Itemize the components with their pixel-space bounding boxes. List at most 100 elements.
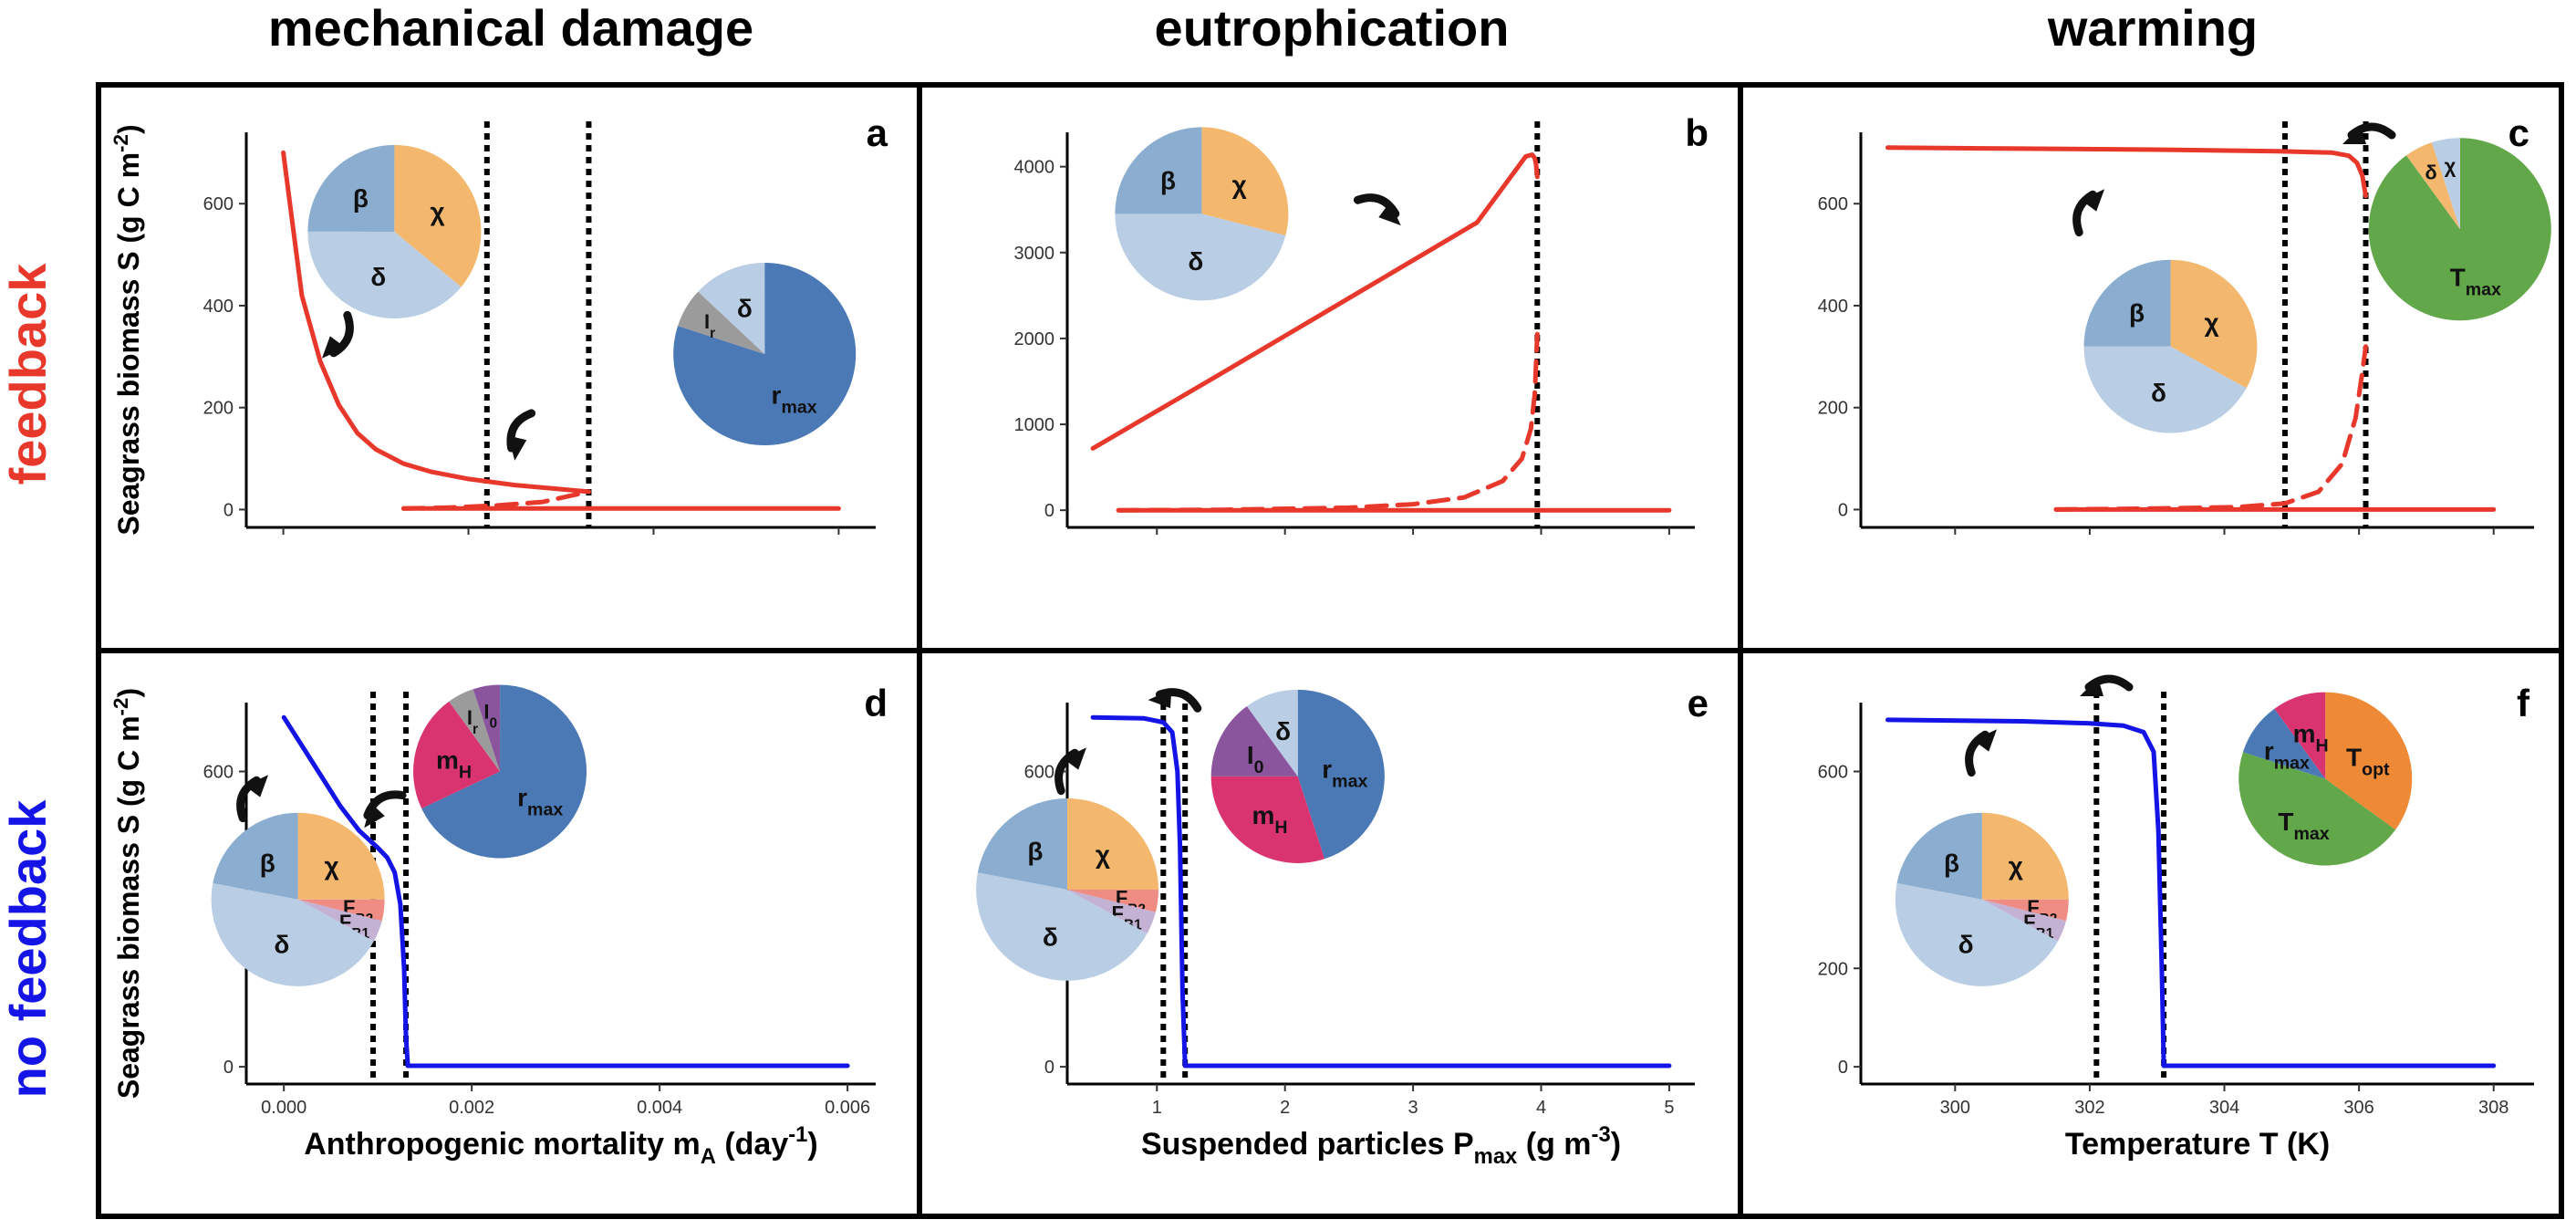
pie-label: χ [2009, 852, 2023, 881]
x-tick-label: 308 [2478, 1098, 2508, 1118]
pie-label: mH [1252, 801, 1287, 838]
x-axis-label: Suspended particles Pmax (g m-3) [1141, 1122, 1621, 1169]
biomass-line [1885, 717, 2166, 1068]
pie-slice-i0 [1210, 706, 1298, 777]
pie-slice-topt [2325, 692, 2413, 830]
pie-slice- [976, 872, 1148, 981]
pie-label: β [1944, 849, 1959, 877]
panel-letter: c [2508, 111, 2529, 154]
pie-label: β [260, 849, 275, 877]
x-tick-label: 302 [2074, 1098, 2104, 1118]
pie-slice- [1896, 812, 1982, 900]
pie-label: χ [1096, 840, 1110, 869]
pie-label: δ [370, 263, 386, 291]
pie-label: Tmax [2450, 263, 2501, 299]
column-title-eutrophication: eutrophication [1155, 0, 1510, 57]
pie-slice- [2083, 346, 2247, 433]
pie-label: Ir [704, 310, 715, 341]
pie-label: β [1027, 837, 1043, 865]
pie-label: I0 [1247, 741, 1264, 777]
panel-letter: f [2517, 682, 2530, 724]
pie-slice- [1115, 127, 1202, 214]
y-tick-label: 200 [1818, 399, 1848, 419]
sensitivity-pie: χFB2FB1δβ [211, 812, 385, 986]
x-axis-label: Temperature T (K) [2065, 1127, 2330, 1162]
y-tick-label: 3000 [1014, 244, 1055, 264]
pie-label: χ [431, 198, 445, 226]
biomass-line [1090, 152, 1540, 451]
y-tick-label: 600 [1024, 763, 1054, 783]
pie-slice-ir [678, 291, 765, 355]
pie-label: rmax [2264, 737, 2310, 774]
x-tick-label: 4 [1536, 1098, 1546, 1118]
y-tick-label: 2000 [1014, 329, 1055, 349]
sensitivity-pie: rmax Irδ [673, 263, 857, 445]
sensitivity-pie: χ δ β [2083, 259, 2258, 433]
y-tick-label: 0 [1044, 501, 1054, 521]
annotation-arrows [236, 122, 2396, 829]
pie-label: δ [274, 931, 289, 959]
biomass-line [281, 150, 591, 495]
y-axis-label: Seagrass biomass S (g C m-2) [109, 688, 145, 1099]
pie-label: Topt [2346, 744, 2390, 780]
curved-arrow-icon [1965, 729, 1998, 777]
pie-label: δ [1188, 247, 1203, 276]
pie-slice-i0 [473, 684, 501, 772]
biomass-line [1090, 714, 1188, 1068]
x-tick-label: 1 [1152, 1098, 1162, 1118]
pie-slice-mh [1210, 776, 1325, 863]
y-tick-label: 600 [1818, 763, 1848, 783]
pie-label: δ [1275, 717, 1291, 745]
panel-e: 0 600 1 2 3 4 5 e Suspended particles Pmax (g m-… [976, 682, 1709, 1169]
pie-label: mH [436, 745, 472, 782]
pie-label: χ [2445, 155, 2457, 178]
pie-slice-rmax [421, 684, 587, 859]
y-tick-label: 0 [223, 1058, 234, 1078]
y-tick-label: 0 [1044, 1058, 1054, 1078]
pie-label: β [2129, 299, 2145, 328]
y-tick-label: 0 [1838, 500, 1848, 520]
pie-slice- [307, 231, 462, 318]
y-tick-label: 0 [1838, 1058, 1848, 1078]
pie-slice-ir [449, 689, 501, 772]
pie-slice-mh [2274, 692, 2326, 779]
curved-arrow-icon [1353, 193, 1401, 226]
curved-arrow-icon [506, 409, 536, 461]
x-tick-label: 304 [2209, 1098, 2239, 1118]
pie-label: mH [2293, 720, 2329, 756]
unstable-branch-line [401, 489, 591, 511]
y-axis-label: Seagrass biomass S (g C m-2) [109, 124, 145, 535]
pie-slice- [394, 144, 482, 287]
row-label-feedback: feedback [0, 263, 57, 485]
panel-letter: a [867, 111, 888, 154]
x-tick-label: 2 [1280, 1098, 1290, 1118]
y-tick-label: 400 [1818, 297, 1848, 317]
pie-label: rmax [517, 783, 563, 819]
pie-label: δ [2425, 162, 2436, 184]
sensitivity-pie: χ δ β [1115, 127, 1289, 301]
curved-arrow-icon [236, 775, 269, 823]
pie-slice- [2170, 259, 2258, 389]
sensitivity-pie: χ δ β [307, 144, 482, 318]
x-tick-label: 5 [1664, 1098, 1674, 1118]
y-tick-label: 400 [203, 297, 234, 317]
pie-slice- [297, 812, 385, 900]
sensitivity-pie: Tmax δ χ [2368, 138, 2551, 321]
panel-b: 0 1000 2000 3000 4000 b χ δ β [1014, 111, 1709, 535]
sensitivity-pie: χFB2FB1δβ [976, 798, 1158, 981]
pie-slice-fb1 [1981, 899, 2066, 942]
panel-letter: e [1688, 682, 1709, 724]
pie-slice-rmax [673, 263, 857, 445]
curved-arrow-icon [363, 790, 407, 829]
x-tick-label: 3 [1408, 1098, 1418, 1118]
panel-letter: b [1685, 111, 1709, 154]
pie-slice-fb2 [1067, 889, 1158, 912]
panel-f: 0 200 600 300 302 304 306 308 f Temperature T (K)… [1818, 682, 2534, 1162]
pie-slice-rmax [1297, 689, 1385, 860]
pie-slice- [1115, 214, 1286, 301]
x-axis-label: Anthropogenic mortality mA (day-1) [304, 1122, 818, 1169]
